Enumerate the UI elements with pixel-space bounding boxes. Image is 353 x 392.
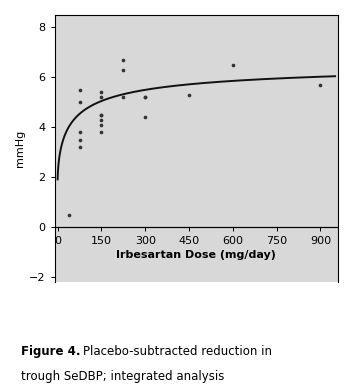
Point	[120, 57, 126, 63]
Y-axis label: mmHg: mmHg	[15, 130, 25, 167]
Text: Figure 4.: Figure 4.	[21, 345, 81, 358]
Point	[186, 92, 192, 98]
Point	[230, 62, 236, 68]
Point	[66, 212, 71, 218]
Point	[77, 129, 82, 136]
Point	[98, 94, 104, 101]
Point	[77, 99, 82, 105]
Point	[98, 129, 104, 136]
Point	[98, 122, 104, 128]
Point	[120, 94, 126, 101]
Point	[77, 144, 82, 151]
Point	[77, 137, 82, 143]
Point	[98, 117, 104, 123]
Point	[142, 94, 148, 101]
Point	[142, 114, 148, 120]
Point	[142, 94, 148, 101]
Point	[98, 112, 104, 118]
Point	[98, 89, 104, 96]
Point	[120, 67, 126, 73]
Point	[98, 112, 104, 118]
X-axis label: Irbesartan Dose (mg/day): Irbesartan Dose (mg/day)	[116, 250, 276, 261]
Text: Placebo-subtracted reduction in: Placebo-subtracted reduction in	[83, 345, 272, 358]
Point	[77, 87, 82, 93]
Text: trough SeDBP; integrated analysis: trough SeDBP; integrated analysis	[21, 370, 225, 383]
Point	[318, 82, 323, 88]
